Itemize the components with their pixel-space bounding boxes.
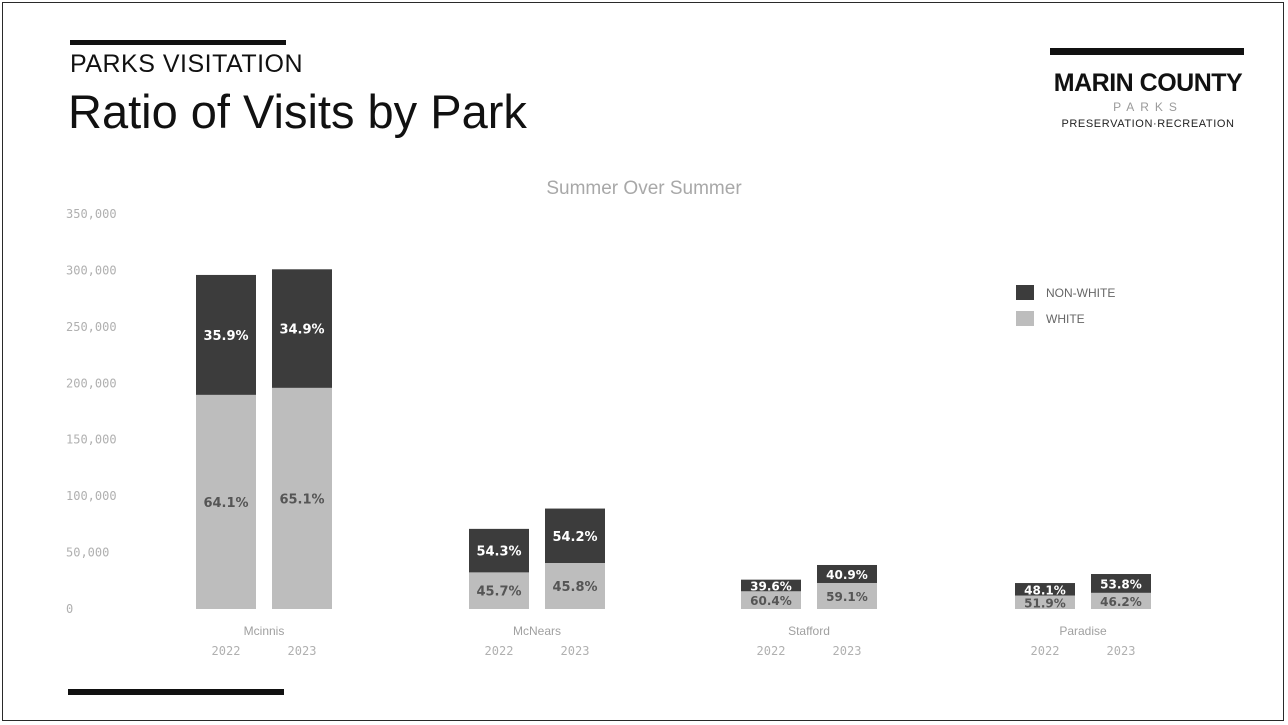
legend-label: NON-WHITE xyxy=(1046,286,1115,300)
page-title: Ratio of Visits by Park xyxy=(68,85,527,138)
bar-segment-white xyxy=(272,387,332,609)
marin-county-parks-logo: MARIN COUNTY PARKS PRESERVATION·RECREATI… xyxy=(1050,48,1246,130)
y-tick-label: 350,000 xyxy=(66,207,117,221)
bar-segment-white xyxy=(545,562,605,609)
bar-segment-non-white xyxy=(469,528,529,573)
bar-segment-non-white xyxy=(817,564,877,583)
data-label-non-white: 34.9% xyxy=(279,323,324,338)
y-tick-label: 300,000 xyxy=(66,263,117,277)
logo-org-name: MARIN COUNTY xyxy=(1053,69,1243,97)
data-label-white: 65.1% xyxy=(279,492,324,507)
data-label-white: 46.2% xyxy=(1100,595,1142,609)
data-label-white: 45.7% xyxy=(476,585,521,600)
footer-rule xyxy=(68,689,284,695)
logo-tagline: PRESERVATION·RECREATION xyxy=(1061,118,1235,130)
legend-label: WHITE xyxy=(1046,312,1085,326)
x-year-label: 2022 xyxy=(212,644,241,658)
bar-segment-non-white xyxy=(741,579,801,592)
data-label-non-white: 35.9% xyxy=(203,329,248,344)
chart-title: Summer Over Summer xyxy=(546,178,742,199)
data-label-white: 45.8% xyxy=(552,580,597,595)
bar-segment-non-white xyxy=(196,274,256,395)
legend-swatch xyxy=(1016,311,1034,326)
x-year-label: 2022 xyxy=(757,644,786,658)
y-tick-label: 50,000 xyxy=(66,546,109,560)
bar-segment-white xyxy=(1015,595,1075,609)
section-eyebrow: PARKS VISITATION xyxy=(70,50,304,78)
x-year-label: 2023 xyxy=(1107,644,1136,658)
x-year-label: 2023 xyxy=(833,644,862,658)
x-year-label: 2022 xyxy=(485,644,514,658)
x-category-label: Paradise xyxy=(1059,624,1107,638)
y-tick-label: 250,000 xyxy=(66,320,117,334)
x-year-label: 2023 xyxy=(561,644,590,658)
data-label-non-white: 48.1% xyxy=(1024,583,1066,597)
bar-segment-non-white xyxy=(1015,583,1075,596)
data-label-white: 51.9% xyxy=(1024,596,1066,610)
bar-segment-white xyxy=(817,582,877,609)
data-label-non-white: 53.8% xyxy=(1100,577,1142,591)
data-label-non-white: 39.6% xyxy=(750,579,792,593)
logo-rule xyxy=(1050,48,1244,55)
legend-swatch xyxy=(1016,285,1034,300)
y-tick-label: 0 xyxy=(66,602,73,616)
logo-parks-text: PARKS xyxy=(1113,100,1183,114)
bar-segment-white xyxy=(741,591,801,609)
data-label-white: 59.1% xyxy=(826,590,868,604)
bar-segment-white xyxy=(1091,592,1151,609)
bar-segment-white xyxy=(196,394,256,609)
data-label-white: 64.1% xyxy=(203,496,248,511)
x-category-label: Mcinnis xyxy=(244,624,285,638)
data-label-non-white: 40.9% xyxy=(826,568,868,582)
x-category-label: McNears xyxy=(513,624,561,638)
x-year-label: 2022 xyxy=(1031,644,1060,658)
bar-segment-non-white xyxy=(1091,574,1151,593)
y-tick-label: 150,000 xyxy=(66,433,117,447)
y-tick-label: 100,000 xyxy=(66,489,117,503)
x-year-label: 2023 xyxy=(288,644,317,658)
y-tick-label: 200,000 xyxy=(66,376,117,390)
bar-segment-white xyxy=(469,572,529,609)
header-rule xyxy=(70,40,286,45)
data-label-non-white: 54.3% xyxy=(476,545,521,560)
bar-segment-non-white xyxy=(272,269,332,388)
data-label-white: 60.4% xyxy=(750,594,792,608)
x-category-label: Stafford xyxy=(788,624,830,638)
data-label-non-white: 54.2% xyxy=(552,530,597,545)
bar-segment-non-white xyxy=(545,508,605,563)
